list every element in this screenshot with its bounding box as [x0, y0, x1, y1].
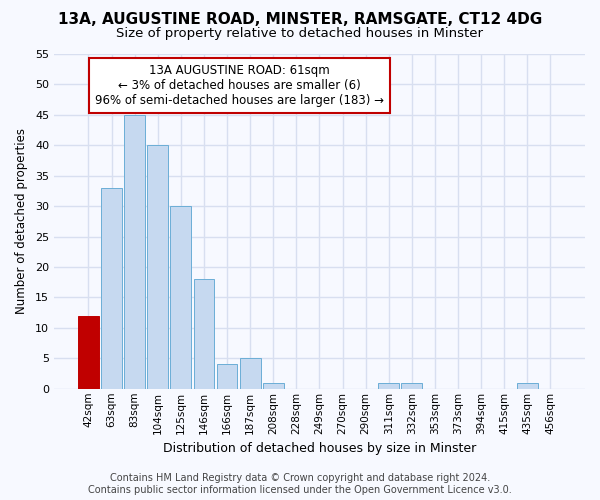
- Bar: [217, 364, 238, 389]
- Bar: [148, 146, 168, 389]
- Bar: [263, 382, 284, 389]
- Y-axis label: Number of detached properties: Number of detached properties: [15, 128, 28, 314]
- Text: 13A, AUGUSTINE ROAD, MINSTER, RAMSGATE, CT12 4DG: 13A, AUGUSTINE ROAD, MINSTER, RAMSGATE, …: [58, 12, 542, 28]
- Bar: [517, 382, 538, 389]
- Bar: [379, 382, 399, 389]
- Text: Contains HM Land Registry data © Crown copyright and database right 2024.
Contai: Contains HM Land Registry data © Crown c…: [88, 474, 512, 495]
- X-axis label: Distribution of detached houses by size in Minster: Distribution of detached houses by size …: [163, 442, 476, 455]
- Bar: [101, 188, 122, 389]
- Text: Size of property relative to detached houses in Minster: Size of property relative to detached ho…: [116, 28, 484, 40]
- Bar: [240, 358, 260, 389]
- Text: 13A AUGUSTINE ROAD: 61sqm
← 3% of detached houses are smaller (6)
96% of semi-de: 13A AUGUSTINE ROAD: 61sqm ← 3% of detach…: [95, 64, 385, 107]
- Bar: [78, 316, 99, 389]
- Bar: [124, 115, 145, 389]
- Bar: [401, 382, 422, 389]
- Bar: [170, 206, 191, 389]
- Bar: [194, 279, 214, 389]
